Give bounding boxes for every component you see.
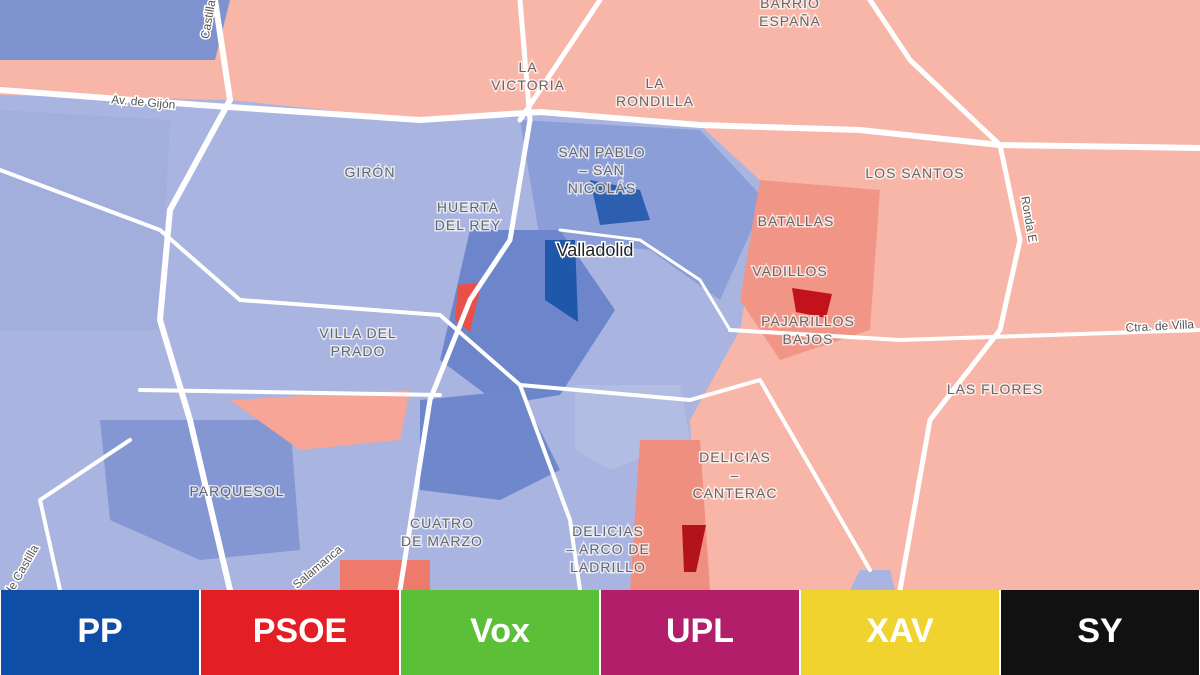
map-label: LADRILLO [570, 559, 646, 575]
map-label: DEL REY [435, 217, 501, 233]
map-label: NICOLÁS [568, 180, 636, 196]
legend-swatch [401, 590, 599, 675]
map-regions [0, 0, 1200, 590]
map-label: PRADO [331, 343, 386, 359]
map-label: CUATRO [410, 515, 474, 531]
legend-label: SY [1077, 612, 1123, 650]
map-label: VILLA DEL [319, 325, 397, 341]
map-label: PARQUESOL [189, 483, 284, 499]
map-label: CANTERAC [692, 485, 777, 501]
legend-swatch [601, 590, 799, 675]
map-label: – ARCO DE [566, 541, 650, 557]
map-label: ESPAÑA [759, 13, 821, 29]
map-label: LA [645, 75, 664, 91]
map-label: RONDILLA [616, 93, 694, 109]
map-label: SAN PABLO [558, 144, 645, 160]
map-label: GIRÓN [345, 164, 396, 180]
map-label: VADILLOS [752, 263, 827, 279]
legend-label: PP [77, 612, 122, 650]
map-label: LOS SANTOS [865, 165, 964, 181]
legend-swatch [201, 590, 399, 675]
legend-swatch [801, 590, 999, 675]
legend-label: XAV [866, 612, 934, 650]
map-label: Ctra. de Villa [1125, 317, 1194, 335]
legend: PP PSOE Vox UPL XAV SY [1, 590, 1199, 675]
map-label: LAS FLORES [947, 381, 1043, 397]
map-label: DELICIAS [572, 523, 644, 539]
map-label: – [731, 467, 740, 483]
map-label: VICTORIA [491, 77, 565, 93]
map-label: PAJARILLOS [761, 313, 855, 329]
map-label: LA [518, 59, 537, 75]
map-label: Valladolid [557, 240, 634, 260]
legend-label: PSOE [253, 612, 347, 650]
map-label: DE MARZO [401, 533, 483, 549]
legend-swatch [1, 590, 199, 675]
map-label: BAJOS [783, 331, 834, 347]
map-label: – SAN [579, 162, 624, 178]
map-label: BATALLAS [758, 213, 835, 229]
legend-label: UPL [666, 612, 734, 650]
legend-label: Vox [470, 612, 530, 650]
map-label: BARRIO [760, 0, 820, 11]
roads [0, 0, 1200, 572]
legend-swatch [1001, 590, 1199, 675]
map-label: HUERTA [437, 199, 499, 215]
map-label: DELICIAS [699, 449, 771, 465]
